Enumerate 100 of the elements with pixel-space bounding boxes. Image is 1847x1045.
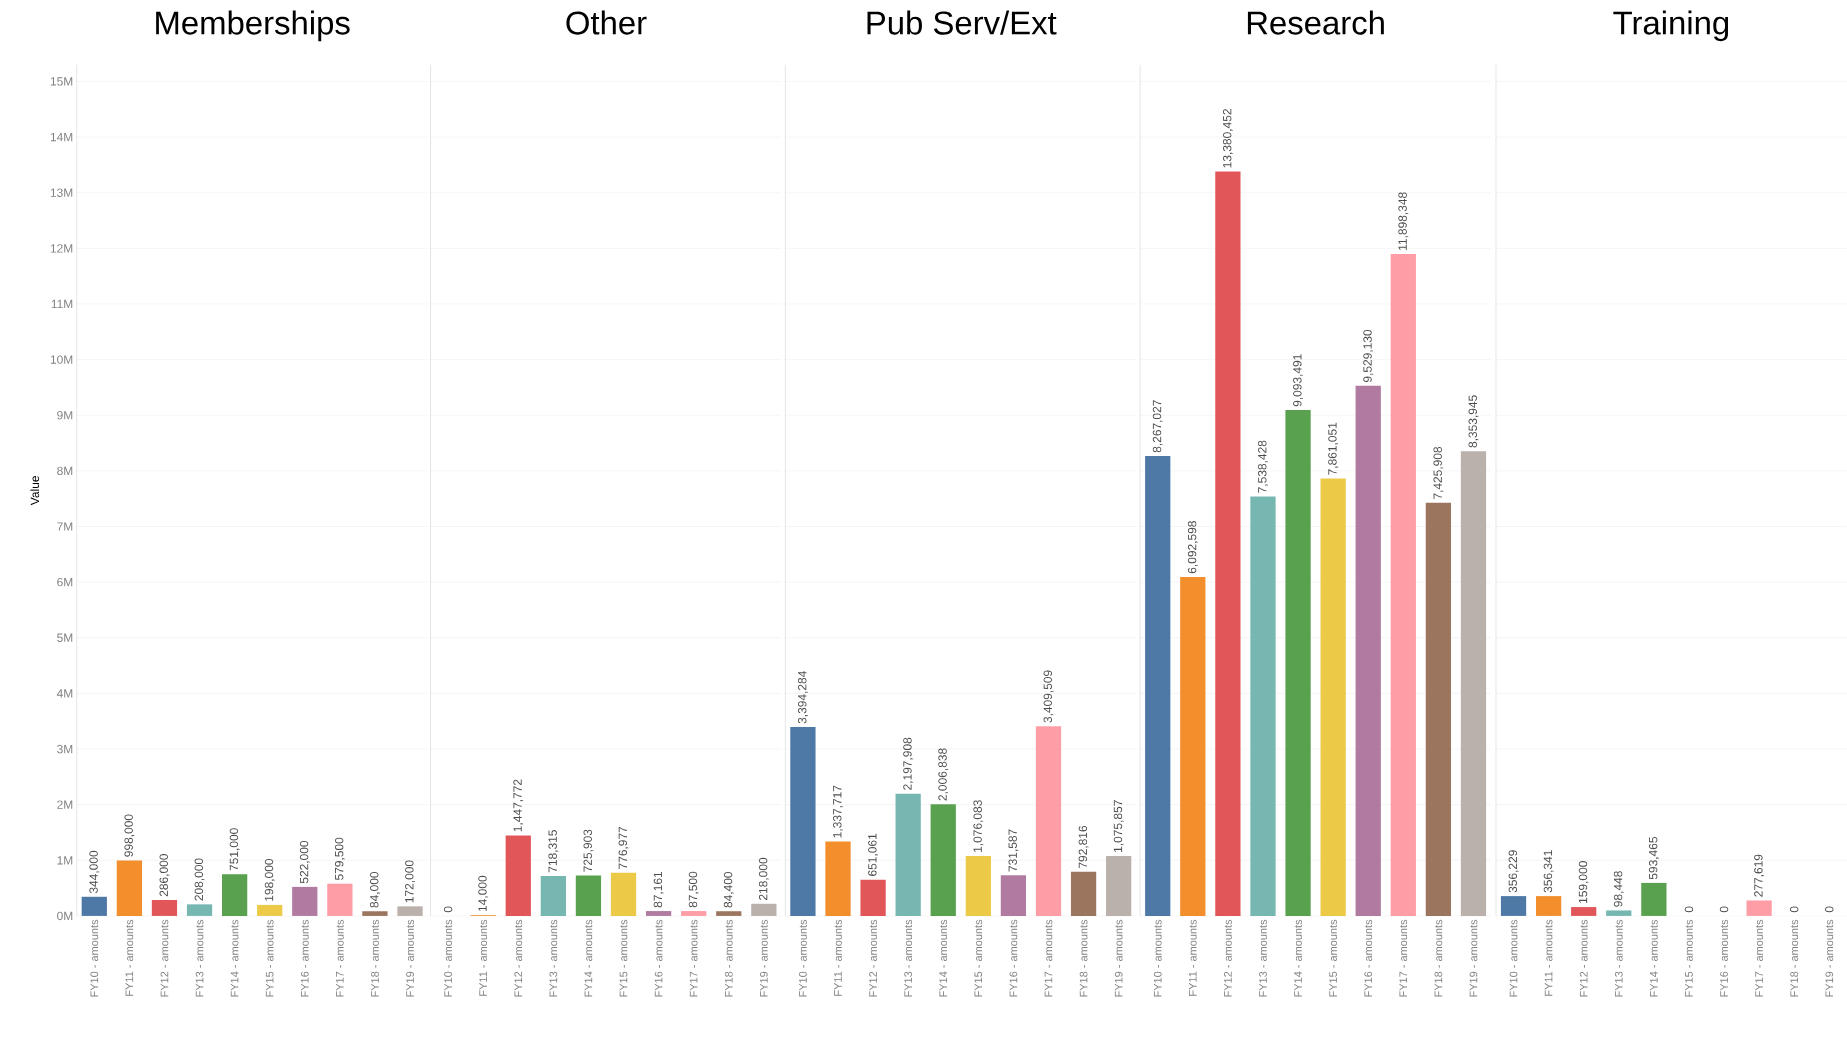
bar xyxy=(1460,450,1487,916)
x-tick-label: FY14 - amounts xyxy=(1650,919,1658,997)
bar xyxy=(1250,496,1276,916)
data-label: 522,000 xyxy=(299,840,310,883)
bar xyxy=(327,883,353,916)
bar xyxy=(257,904,283,916)
data-label: 0 xyxy=(1789,906,1799,913)
x-tick-label: FY10 - amounts xyxy=(90,919,99,997)
bar xyxy=(1320,478,1346,916)
data-label: 1,075,857 xyxy=(1113,800,1124,852)
bar xyxy=(1215,171,1241,916)
bar xyxy=(1070,871,1097,916)
bar xyxy=(1106,855,1132,916)
data-label: 208,000 xyxy=(194,858,205,901)
x-tick-label: FY10 - amounts xyxy=(1153,919,1162,997)
x-tick-label: FY13 - amounts xyxy=(195,919,204,997)
x-tick-label: FY14 - amounts xyxy=(230,919,239,997)
x-tick-label: FY17 - amounts xyxy=(1044,919,1053,997)
bar xyxy=(825,841,851,916)
data-label: 725,903 xyxy=(583,829,594,872)
x-tick-label: FY17 - amounts xyxy=(1399,919,1408,997)
x-tick-label: FY16 - amounts xyxy=(1009,919,1018,997)
chart-title: Training xyxy=(1613,10,1729,41)
data-label: 356,341 xyxy=(1543,850,1554,893)
data-label: 84,400 xyxy=(723,871,734,908)
data-label: 7,425,908 xyxy=(1433,446,1444,499)
data-label: 7,538,428 xyxy=(1258,440,1268,493)
data-label: 9,529,130 xyxy=(1363,329,1374,382)
data-label: 1,447,772 xyxy=(513,779,524,832)
y-tick-label: 0M xyxy=(57,911,73,920)
chart-title: Memberships xyxy=(156,10,350,41)
y-axis-title: Value xyxy=(30,475,40,505)
x-tick-label: FY12 - amounts xyxy=(1224,919,1232,997)
data-label: 3,409,509 xyxy=(1043,670,1054,723)
y-tick-label: 15M xyxy=(50,77,73,86)
bar xyxy=(151,899,178,916)
y-tick-label: 4M xyxy=(56,689,73,698)
data-label: 0 xyxy=(1825,906,1834,913)
x-tick-label: FY15 - amounts xyxy=(974,919,983,997)
bar xyxy=(1500,895,1527,916)
data-label: 579,500 xyxy=(334,837,345,880)
data-label: 731,587 xyxy=(1008,829,1019,872)
data-label: 7,861,051 xyxy=(1328,422,1339,475)
y-tick-label: 7M xyxy=(57,522,73,531)
data-label: 356,229 xyxy=(1508,850,1519,893)
data-label: 8,353,945 xyxy=(1468,395,1479,448)
bar xyxy=(1425,502,1452,916)
data-label: 3,394,284 xyxy=(797,670,808,724)
bar xyxy=(790,726,816,916)
bar xyxy=(362,911,388,916)
bar xyxy=(860,879,886,916)
data-label: 0 xyxy=(1684,906,1694,913)
x-tick-label: FY11 - amounts xyxy=(1188,919,1197,996)
data-label: 11,898,348 xyxy=(1398,192,1409,250)
bar xyxy=(1641,882,1667,916)
bar xyxy=(540,875,566,916)
bar xyxy=(116,860,142,916)
y-tick-label: 2M xyxy=(57,800,73,809)
x-tick-label: FY10 - amounts xyxy=(1509,919,1518,997)
chart-title: Pub Serv/Ext xyxy=(867,10,1057,35)
data-label: 98,448 xyxy=(1613,870,1624,907)
x-tick-label: FY19 - amounts xyxy=(1825,919,1834,997)
x-tick-label: FY18 - amounts xyxy=(1790,919,1799,997)
y-tick-label: 1M xyxy=(57,855,73,865)
bar xyxy=(1571,906,1597,916)
data-label: 0 xyxy=(1719,906,1729,913)
bar xyxy=(610,872,637,916)
x-tick-label: FY19 - amounts xyxy=(406,919,414,997)
data-label: 87,161 xyxy=(653,871,664,908)
x-tick-label: FY16 - amounts xyxy=(1720,919,1728,997)
bar xyxy=(397,906,423,916)
bar xyxy=(645,910,672,916)
y-tick-label: 13M xyxy=(50,188,73,197)
x-tick-label: FY16 - amounts xyxy=(300,919,309,997)
bar xyxy=(1000,874,1027,916)
x-tick-label: FY17 - amounts xyxy=(689,919,698,997)
x-tick-label: FY18 - amounts xyxy=(724,919,733,997)
x-tick-label: FY14 - amounts xyxy=(1294,919,1302,997)
data-label: 751,000 xyxy=(229,827,240,871)
bar xyxy=(1145,455,1171,916)
x-tick-label: FY16 - amounts xyxy=(1364,919,1373,997)
bar xyxy=(186,904,213,916)
x-tick-label: FY18 - amounts xyxy=(1079,919,1088,997)
y-tick-label: 12M xyxy=(50,243,73,253)
x-tick-label: FY17 - amounts xyxy=(1755,919,1763,997)
bar xyxy=(292,886,318,916)
data-label: 87,500 xyxy=(688,871,699,908)
y-tick-label: 8M xyxy=(57,466,73,475)
data-label: 344,000 xyxy=(89,850,100,893)
bar xyxy=(681,910,707,916)
x-tick-label: FY12 - amounts xyxy=(514,919,523,997)
x-tick-label: FY13 - amounts xyxy=(549,919,558,997)
bar xyxy=(1390,253,1416,916)
y-tick-label: 10M xyxy=(50,355,73,364)
data-label: 9,093,491 xyxy=(1293,354,1303,407)
bar xyxy=(930,804,956,916)
x-tick-label: FY15 - amounts xyxy=(265,919,274,997)
x-tick-label: FY17 - amounts xyxy=(336,919,344,997)
bar xyxy=(1035,726,1062,916)
x-tick-label: FY11 - amounts xyxy=(125,919,134,996)
